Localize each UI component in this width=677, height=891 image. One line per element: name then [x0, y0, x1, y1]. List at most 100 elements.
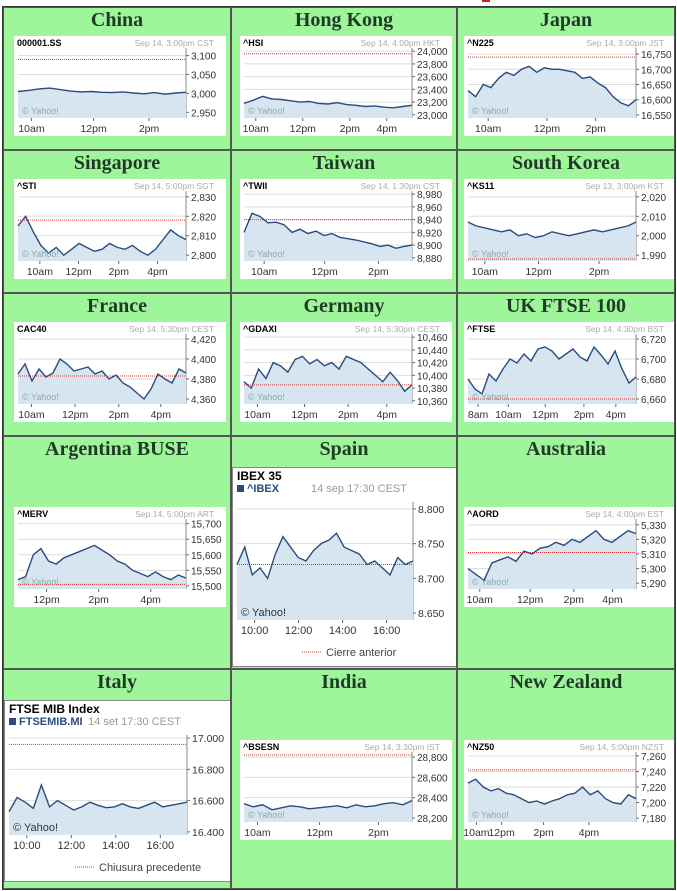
y-tick-label: 15,500	[191, 582, 222, 593]
price-chart[interactable]: 000001.SS Sep 14, 3:00pm CST 3,100 3,050 3,0…	[14, 36, 226, 136]
panel-title[interactable]: Spain	[319, 438, 369, 460]
y-tick-label: 7,180	[641, 814, 666, 825]
y-tick-label: 8.650	[418, 608, 444, 620]
price-chart[interactable]: FTSE MIB Index FTSEMIB.MI 14 set 17:30 CES…	[4, 700, 230, 882]
yahoo-attribution: © Yahoo!	[13, 822, 58, 834]
panel-title[interactable]: China	[90, 9, 144, 31]
ticker-symbol: FTSEMIB.MI	[19, 716, 83, 728]
price-line	[243, 355, 413, 393]
x-tick-label: 12pm	[517, 594, 544, 606]
x-tick-label: 16:00	[373, 625, 401, 637]
x-tick-label: 4pm	[151, 409, 172, 421]
price-chart[interactable]: ^TWII Sep 14, 1:30pm CST 8,980 8,960 8,940 8,…	[240, 179, 452, 279]
x-tick-label: 10am	[243, 123, 270, 135]
panel-title[interactable]: Taiwan	[312, 152, 376, 174]
x-tick-label: 2pm	[338, 409, 359, 421]
x-tick-label: 14:00	[102, 840, 130, 852]
x-tick-label: 4pm	[602, 594, 623, 606]
y-tick-label: 6,720	[641, 335, 666, 346]
price-chart[interactable]: ^BSESN Sep 14, 3:30pm IST 28,800 28,600 28,4…	[240, 740, 452, 840]
panel-title[interactable]: Germany	[303, 295, 385, 317]
y-tick-label: 8,880	[417, 254, 442, 265]
timestamp: Sep 14, 1:30pm CST	[361, 181, 440, 191]
price-line	[17, 357, 187, 401]
price-chart[interactable]: CAC40 Sep 14, 5:30pm CEST 4,420 4,400 4,380 4…	[14, 322, 226, 422]
y-tick-label: 7,200	[641, 799, 666, 810]
y-tick-label: 4,420	[191, 335, 216, 346]
price-chart[interactable]: ^N225 Sep 14, 3:00pm JST 16,750 16,700 16,65…	[464, 36, 674, 136]
price-chart[interactable]: ^MERV Sep 14, 5:00pm ART 15,700 15,650 15,60…	[14, 507, 226, 607]
y-tick-label: 7,220	[641, 783, 666, 794]
panel-title[interactable]: New Zealand	[509, 671, 623, 693]
y-tick-label: 2,000	[641, 232, 666, 243]
y-tick-label: 6,700	[641, 355, 666, 366]
market-panel-china: China 000001.SS Sep 14, 3:00pm CST 3,100 3,0…	[3, 7, 231, 150]
panel-title[interactable]: Argentina BUSE	[45, 438, 189, 460]
timestamp: Sep 14, 5:00pm NZST	[579, 742, 664, 752]
price-chart[interactable]: ^NZ50 Sep 14, 5:00pm NZST 7,260 7,240 7,220 7…	[464, 740, 674, 840]
y-tick-label: 16.600	[192, 796, 224, 808]
timestamp: Sep 14, 4:00pm EST	[585, 509, 664, 519]
y-tick-label: 2,830	[191, 193, 216, 204]
y-tick-label: 23,400	[417, 85, 448, 96]
x-tick-label: 12pm	[488, 827, 515, 839]
price-area	[244, 213, 412, 261]
price-area	[468, 66, 636, 118]
market-panel-new-zealand: New Zealand ^NZ50 Sep 14, 5:00pm NZST 7,260…	[457, 669, 675, 889]
y-tick-label: 16,650	[641, 81, 672, 92]
x-tick-label: 10:00	[241, 625, 269, 637]
panel-title[interactable]: Italy	[97, 671, 137, 693]
price-chart[interactable]: ^STI Sep 14, 5:00pm SGT 2,830 2,820 2,810 2,8…	[14, 179, 226, 279]
price-chart[interactable]: IBEX 35 ^IBEX 14 sep 17:30 CEST 8.800 8.750 8…	[232, 467, 456, 667]
y-tick-label: 5,310	[641, 550, 666, 561]
panel-title[interactable]: France	[87, 295, 147, 317]
x-tick-label: 12:00	[58, 840, 86, 852]
price-chart[interactable]: ^GDAXI Sep 14, 5:30pm CEST 10,460 10,440 10,…	[240, 322, 452, 422]
panel-title[interactable]: UK FTSE 100	[505, 295, 627, 317]
x-tick-label: 10am	[251, 266, 278, 278]
x-tick-label: 12pm	[291, 409, 318, 421]
y-tick-label: 6,660	[641, 395, 666, 406]
timestamp: 14 sep 17:30 CEST	[311, 483, 407, 495]
x-tick-label: 12pm	[80, 123, 107, 135]
price-area	[237, 533, 413, 620]
panel-title[interactable]: India	[321, 671, 367, 693]
y-tick-label: 5,300	[641, 565, 666, 576]
x-tick-label: 12:00	[285, 625, 313, 637]
market-panel-france: France CAC40 Sep 14, 5:30pm CEST 4,420 4,400…	[3, 293, 231, 436]
y-tick-label: 3,050	[191, 70, 216, 81]
price-chart[interactable]: ^FTSE Sep 14, 4:30pm BST 6,720 6,700 6,680 6,…	[464, 322, 674, 422]
x-tick-label: 2pm	[88, 594, 109, 606]
price-chart[interactable]: ^AORD Sep 14, 4:00pm EST 5,330 5,320 5,310 5,…	[464, 507, 674, 607]
x-tick-label: 10am	[472, 266, 499, 278]
y-tick-label: 8,980	[417, 190, 442, 201]
y-tick-label: 16,700	[641, 65, 672, 76]
y-tick-label: 28,800	[417, 753, 448, 764]
panel-title[interactable]: South Korea	[512, 152, 620, 174]
y-tick-label: 2,950	[191, 108, 216, 119]
x-tick-label: 16:00	[147, 840, 175, 852]
panel-title[interactable]: Singapore	[73, 152, 161, 174]
y-tick-label: 8.800	[418, 504, 444, 516]
panel-title[interactable]: Japan	[539, 9, 593, 31]
x-tick-label: 2pm	[585, 123, 606, 135]
panel-title[interactable]: Hong Kong	[294, 9, 394, 31]
y-tick-label: 16,750	[641, 50, 672, 61]
panel-title[interactable]: Australia	[526, 438, 606, 460]
ticker-symbol: ^FTSE	[467, 324, 495, 334]
x-tick-label: 2pm	[368, 827, 389, 839]
timestamp: Sep 14, 5:30pm CEST	[355, 324, 440, 334]
yahoo-attribution: © Yahoo!	[472, 392, 509, 402]
price-area	[18, 359, 186, 404]
price-chart[interactable]: ^HSI Sep 14, 4:00pm HKT 24,000 23,800 23,600…	[240, 36, 452, 136]
price-line	[236, 532, 414, 580]
market-panel-singapore: Singapore ^STI Sep 14, 5:00pm SGT 2,830 2,82…	[3, 150, 231, 293]
ticker-symbol: ^GDAXI	[243, 324, 277, 334]
chart-svg: ^TWII Sep 14, 1:30pm CST8,9808,9608,9408,…	[243, 181, 442, 278]
legend-label: Cierre anterior	[326, 647, 397, 659]
price-chart[interactable]: ^KS11 Sep 13, 3:00pm KST 2,020 2,010 2,000 1,…	[464, 179, 674, 279]
price-line	[467, 221, 637, 239]
market-panel-taiwan: Taiwan ^TWII Sep 14, 1:30pm CST 8,980 8,960 8…	[231, 150, 457, 293]
